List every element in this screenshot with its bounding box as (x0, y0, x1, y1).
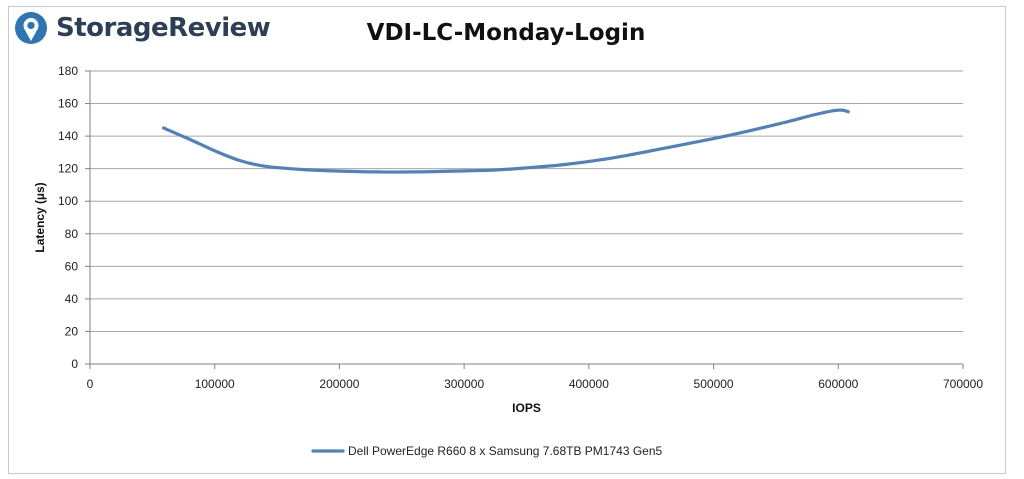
y-axis-label: Latency (µs) (33, 182, 47, 252)
x-tick-label: 600000 (818, 377, 858, 391)
y-tick-label: 180 (58, 64, 78, 78)
y-tick-label: 0 (71, 357, 78, 371)
x-tick-label: 300000 (444, 377, 484, 391)
y-tick-label: 40 (65, 292, 79, 306)
legend-label: Dell PowerEdge R660 8 x Samsung 7.68TB P… (348, 444, 663, 458)
x-axis-label: IOPS (512, 401, 541, 415)
brand-logo: StorageReview (14, 10, 271, 46)
y-tick-label: 60 (65, 259, 79, 273)
x-tick-label: 100000 (195, 377, 235, 391)
x-tick-label: 0 (87, 377, 94, 391)
chart-frame (8, 6, 1006, 474)
brand-name: StorageReview (56, 13, 271, 43)
y-tick-label: 20 (65, 324, 79, 338)
y-tick-label: 160 (58, 97, 78, 111)
series-line (162, 108, 850, 174)
y-tick-label: 120 (58, 162, 78, 176)
y-tick-label: 80 (65, 227, 79, 241)
y-tick-label: 100 (58, 194, 78, 208)
x-tick-label: 400000 (569, 377, 609, 391)
x-tick-label: 700000 (943, 377, 983, 391)
x-tick-label: 200000 (319, 377, 359, 391)
y-tick-label: 140 (58, 129, 78, 143)
x-tick-label: 500000 (694, 377, 734, 391)
storagereview-logo-icon (15, 12, 47, 44)
chart-title: VDI-LC-Monday-Login (366, 20, 646, 46)
